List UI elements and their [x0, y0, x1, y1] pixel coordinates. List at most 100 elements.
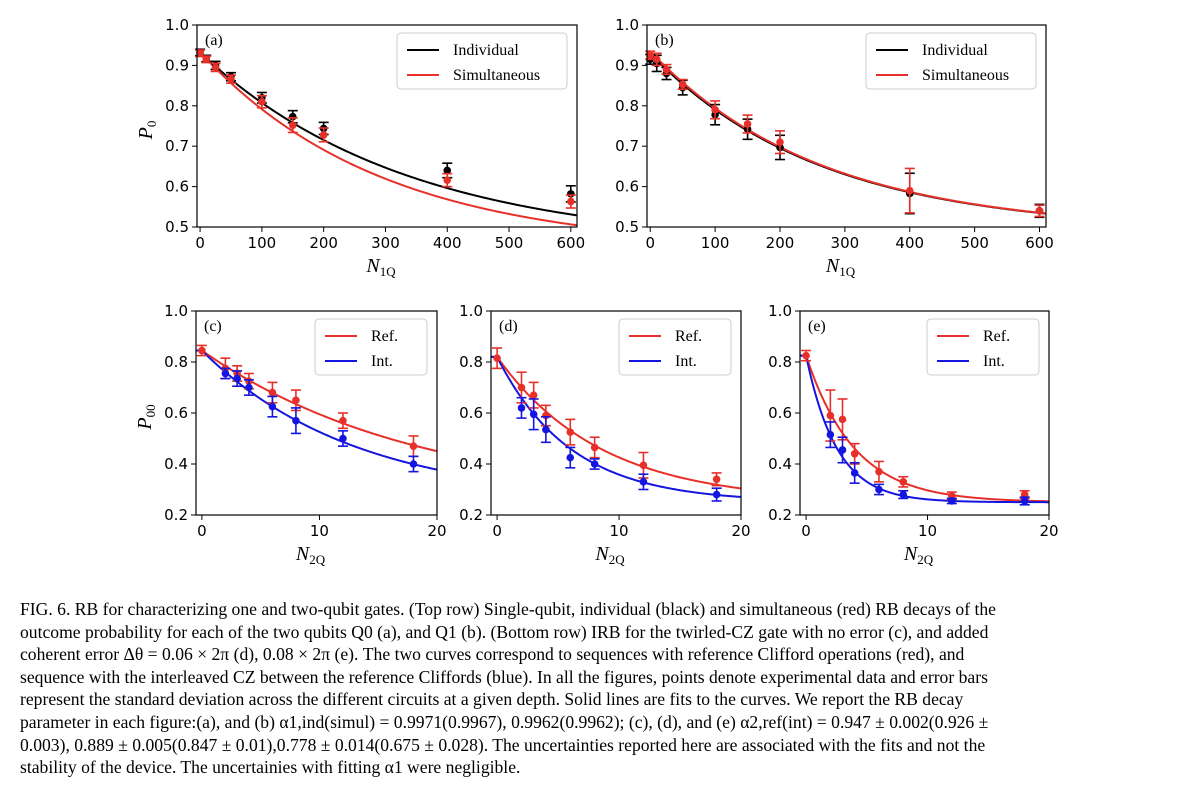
data-point-ref — [850, 450, 859, 458]
data-point-ref — [875, 467, 883, 476]
data-point-ref — [198, 346, 206, 355]
panel-label: (b) — [655, 32, 674, 49]
panel-label: (d) — [499, 318, 518, 335]
legend-box — [396, 32, 568, 90]
x-tick-label: 10 — [610, 522, 629, 540]
caption-line-8: stability of the device. The uncertainie… — [20, 757, 521, 778]
data-point-simultaneous — [905, 186, 914, 195]
data-point-simultaneous — [319, 131, 328, 139]
chart-panel-c: 0 10 20 0.2 0.4 0.6 0.8 1.0 N2Q P00 (c) Ref. Int. — [134, 302, 447, 567]
data-point-int — [339, 434, 347, 443]
data-point-simultaneous — [678, 80, 687, 89]
y-tick-label: 0.6 — [165, 178, 189, 196]
data-point-simultaneous — [662, 65, 671, 74]
y-tick-label: 0.6 — [768, 404, 792, 422]
data-point-simultaneous — [211, 63, 220, 72]
data-point-int — [409, 460, 418, 468]
caption-line-1: RB for characterizing one and two-qubit … — [74, 599, 996, 619]
x-tick-label: 10 — [918, 522, 937, 540]
x-tick-label: 100 — [248, 234, 277, 252]
y-axis-label: P0 — [135, 121, 159, 141]
y-tick-label: 0.6 — [615, 178, 639, 196]
data-point-simultaneous — [196, 49, 204, 58]
y-tick-label: 0.4 — [164, 455, 188, 473]
x-tick-label: 500 — [495, 234, 524, 252]
x-tick-label: 400 — [895, 234, 924, 252]
x-tick-label: 20 — [1039, 522, 1058, 540]
x-tick-label: 100 — [701, 234, 730, 252]
y-tick-label: 0.4 — [459, 455, 483, 473]
data-point-ref — [899, 478, 908, 486]
data-point-simultaneous — [567, 197, 575, 206]
panel-label: (e) — [808, 318, 826, 335]
y-tick-label: 0.8 — [768, 353, 792, 371]
data-point-int — [639, 478, 648, 486]
legend-label: Ref. — [983, 328, 1010, 345]
data-point-int — [517, 404, 526, 412]
x-axis-label: N1Q — [825, 255, 856, 279]
y-tick-label: 1.0 — [164, 302, 188, 320]
y-tick-label: 0.5 — [165, 218, 189, 236]
data-point-ref — [712, 475, 721, 484]
data-point-ref — [590, 443, 599, 452]
legend-label: Simultaneous — [453, 67, 540, 84]
y-tick-label: 0.6 — [459, 404, 483, 422]
y-tick-label: 0.7 — [165, 137, 189, 155]
data-point-ref — [409, 442, 418, 450]
y-tick-label: 1.0 — [165, 16, 189, 34]
x-tick-label: 200 — [766, 234, 795, 252]
data-point-simultaneous — [1035, 207, 1044, 215]
legend-label: Simultaneous — [922, 67, 1009, 84]
data-point-int — [899, 490, 908, 499]
y-tick-label: 0.8 — [459, 353, 483, 371]
y-tick-label: 0.9 — [165, 56, 189, 74]
figure-caption: FIG. 6. RB for characterizing one and tw… — [20, 598, 1182, 779]
caption-line-6: parameter in each figure:(a), and (b) α1… — [20, 711, 989, 732]
fit-line-ref — [800, 354, 1050, 503]
fit-line-int — [800, 354, 1049, 504]
data-point-simultaneous — [743, 120, 752, 128]
data-point-ref — [339, 416, 347, 425]
data-point-simultaneous — [652, 55, 661, 64]
data-point-int — [268, 402, 277, 411]
data-point-ref — [517, 383, 526, 392]
data-point-int — [838, 446, 847, 454]
data-point-int — [1020, 497, 1029, 505]
data-point-ref — [566, 428, 575, 436]
y-tick-label: 0.8 — [164, 353, 188, 371]
data-point-ref — [529, 391, 538, 399]
y-tick-label: 1.0 — [768, 302, 792, 320]
data-point-ref — [838, 415, 847, 424]
data-point-ref — [802, 351, 810, 360]
data-point-ref — [639, 461, 648, 470]
y-tick-label: 0.4 — [768, 455, 792, 473]
data-point-int — [542, 425, 550, 434]
data-point-simultaneous — [711, 106, 719, 114]
x-tick-label: 20 — [427, 522, 446, 540]
x-tick-label: 0 — [645, 234, 655, 252]
chart-panel-b: 0 100 200 300 400 500 600 0.5 0.6 0.7 0.8 0.9 1.0 N1Q… — [615, 16, 1054, 279]
caption-line-4: sequence with the interleaved CZ between… — [20, 666, 988, 687]
data-point-int — [529, 410, 538, 419]
legend-label: Individual — [922, 42, 988, 59]
y-tick-label: 0.9 — [615, 56, 639, 74]
chart-panel-d: 0 10 20 0.2 0.4 0.6 0.8 1.0 N2Q (d) Ref. Int. — [459, 302, 750, 567]
legend-box — [865, 32, 1037, 90]
data-point-int — [566, 453, 575, 462]
y-tick-label: 0.2 — [768, 506, 792, 524]
x-tick-label: 500 — [960, 234, 989, 252]
data-point-int — [292, 416, 300, 425]
chart-panel-e: 0 10 20 0.2 0.4 0.6 0.8 1.0 N2Q (e) Ref. Int. — [768, 302, 1058, 567]
chart-panel-a: 0 100 200 300 400 500 600 0.5 0.6 0.7 0.8 0.9 1.0 N1Q… — [135, 16, 585, 279]
x-tick-label: 0 — [492, 522, 502, 540]
x-axis-label: N2Q — [903, 543, 934, 567]
legend-label: Ref. — [371, 328, 398, 345]
caption-line-7: 0.003), 0.889 ± 0.005(0.847 ± 0.01),0.77… — [20, 734, 986, 755]
legend-label: Int. — [983, 353, 1005, 370]
y-tick-label: 0.5 — [615, 218, 639, 236]
caption-line-2: outcome probability for each of the two … — [20, 621, 989, 642]
y-tick-label: 0.8 — [165, 97, 189, 115]
panel-label: (a) — [205, 32, 223, 49]
data-point-int — [233, 374, 241, 383]
y-tick-label: 1.0 — [615, 16, 639, 34]
